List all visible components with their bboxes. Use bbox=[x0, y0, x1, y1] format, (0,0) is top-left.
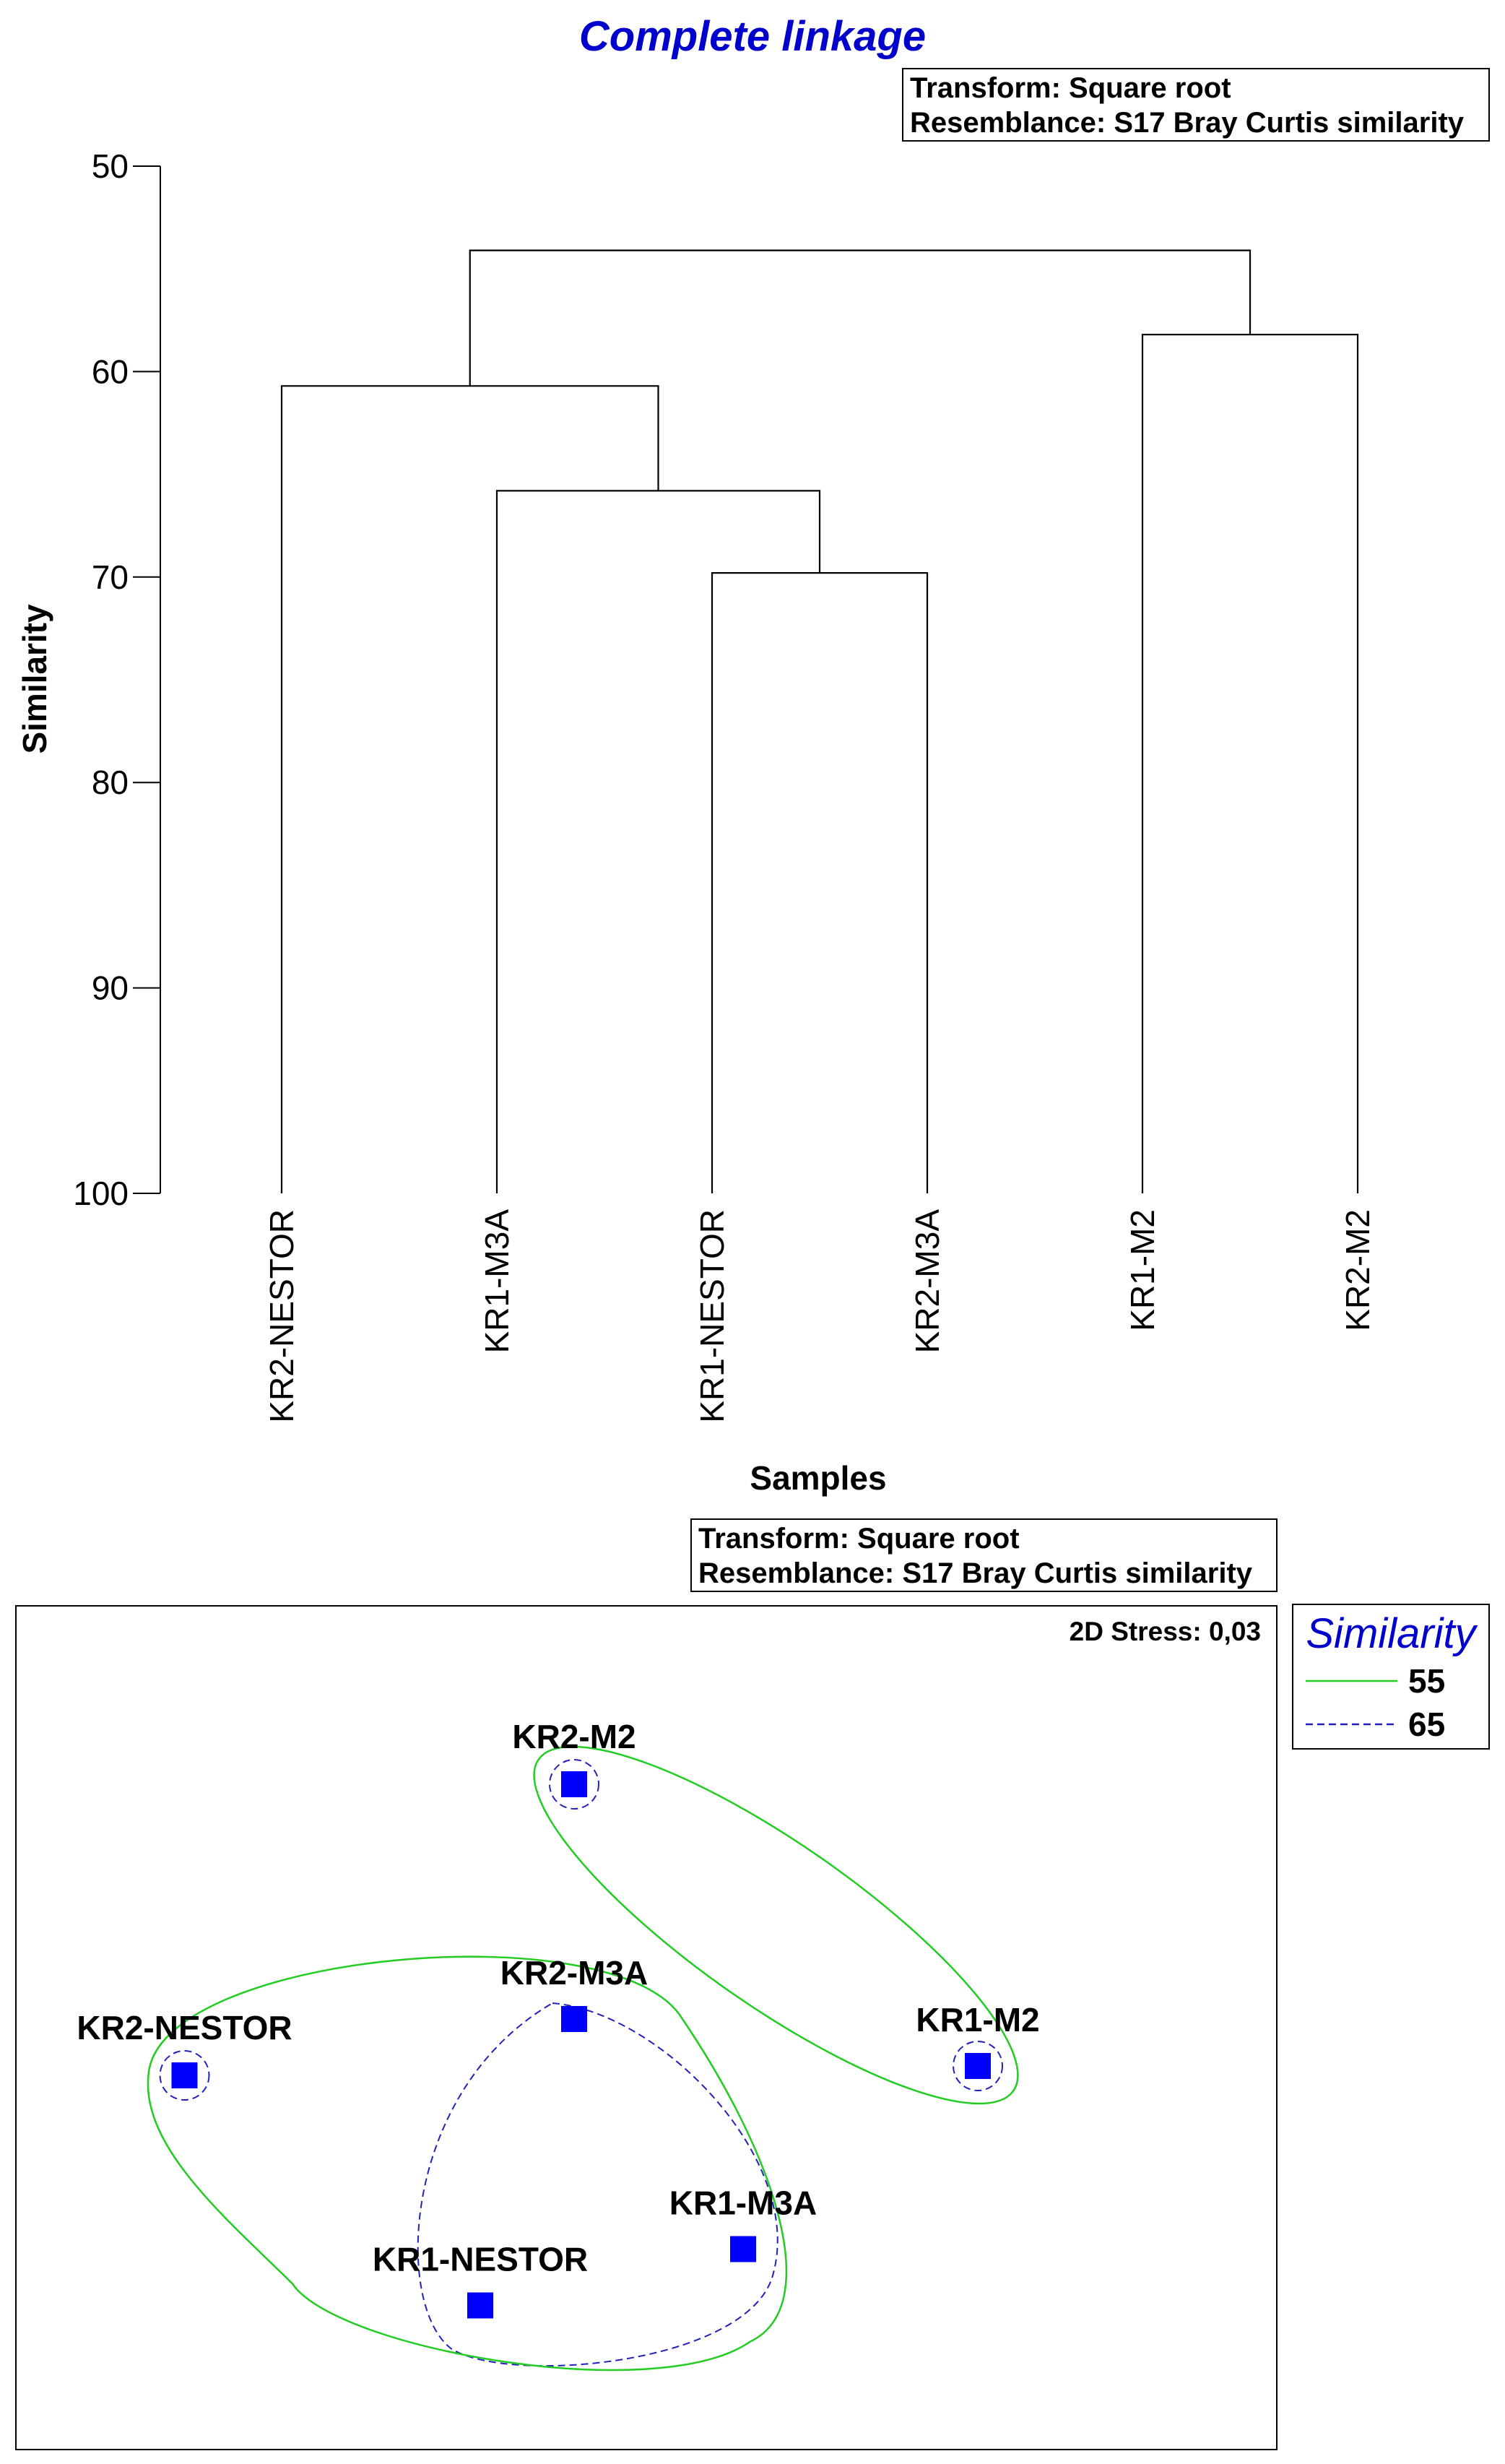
stress-label: 2D Stress: 0,03 bbox=[1070, 1617, 1261, 1646]
leaf-label: KR1-M2 bbox=[1124, 1209, 1161, 1331]
similarity-contours bbox=[147, 1745, 1019, 2372]
leaf-labels: KR2-NESTOR KR1-M3A KR1-NESTOR KR2-M3A KR1-M2… bbox=[263, 1209, 1376, 1423]
contour-65-singleton bbox=[159, 2050, 210, 2101]
leaf-label: KR2-M3A bbox=[908, 1209, 946, 1354]
dendrogram-link bbox=[280, 385, 659, 1193]
dendrogram-link bbox=[469, 249, 1252, 386]
point-label: KR2-M3A bbox=[500, 1954, 648, 1992]
info-box-2 bbox=[690, 1518, 1278, 1592]
y-axis: 50 60 70 80 90 100 bbox=[73, 147, 161, 1212]
y-tick-label: 80 bbox=[92, 764, 129, 801]
y-tick-label: 100 bbox=[73, 1175, 129, 1212]
contour-55-main bbox=[147, 1955, 788, 2372]
contour-65-singleton bbox=[953, 2041, 1003, 2091]
info-transform: Transform: Square root bbox=[910, 72, 1231, 104]
x-axis-label: Samples bbox=[750, 1459, 886, 1497]
sample-point bbox=[561, 1771, 587, 1797]
dendrogram-panel: Complete linkage Transform: Square root … bbox=[16, 13, 1490, 1497]
legend: Similarity 55 65 bbox=[1292, 1604, 1490, 1750]
contour-65-singleton bbox=[549, 1759, 599, 1810]
sample-point bbox=[171, 2062, 198, 2088]
point-label: KR2-M2 bbox=[512, 1718, 636, 1755]
leaf-label: KR1-NESTOR bbox=[693, 1209, 731, 1423]
legend-label: 55 bbox=[1408, 1662, 1445, 1700]
sample-point bbox=[561, 2006, 587, 2032]
dendrogram-link bbox=[711, 572, 929, 1193]
y-tick-label: 50 bbox=[92, 147, 129, 185]
point-label: KR1-NESTOR bbox=[373, 2241, 588, 2278]
sample-point bbox=[730, 2236, 756, 2262]
point-label: KR1-M3A bbox=[669, 2184, 817, 2222]
y-tick-label: 90 bbox=[92, 969, 129, 1007]
dendrogram-link bbox=[495, 490, 821, 1193]
y-axis-label: Similarity bbox=[16, 604, 53, 754]
contour-65-m3a-nestor bbox=[417, 2002, 778, 2366]
info-transform-2: Transform: Square root bbox=[698, 1523, 1020, 1555]
leaf-label: KR2-NESTOR bbox=[263, 1209, 300, 1423]
sample-point bbox=[965, 2053, 991, 2079]
info-resemblance: Resemblance: S17 Bray Curtis similarity bbox=[910, 107, 1465, 139]
y-tick-label: 70 bbox=[92, 558, 129, 596]
leaf-label: KR2-M2 bbox=[1339, 1209, 1376, 1331]
chart-title: Complete linkage bbox=[579, 13, 926, 60]
point-label: KR1-M2 bbox=[916, 2001, 1039, 2039]
plot-frame bbox=[15, 1605, 1278, 2450]
legend-label: 65 bbox=[1408, 1706, 1445, 1743]
dendrogram-tree bbox=[280, 249, 1359, 1193]
legend-title: Similarity bbox=[1306, 1610, 1478, 1657]
mds-panel: Transform: Square root Resemblance: S17 … bbox=[15, 1518, 1490, 2450]
info-box bbox=[902, 68, 1490, 142]
contour-55-m2 bbox=[533, 1745, 1019, 2105]
sample-point bbox=[467, 2292, 493, 2319]
sample-points: KR2-M2 KR2-M3A KR2-NESTOR KR1-M2 KR1-M3A KR1-… bbox=[77, 1718, 1040, 2319]
dendrogram-link bbox=[1141, 334, 1359, 1193]
info-resemblance-2: Resemblance: S17 Bray Curtis similarity bbox=[698, 1557, 1253, 1589]
leaf-label: KR1-M3A bbox=[478, 1209, 516, 1354]
point-label: KR2-NESTOR bbox=[77, 2009, 292, 2046]
y-tick-label: 60 bbox=[92, 353, 129, 390]
